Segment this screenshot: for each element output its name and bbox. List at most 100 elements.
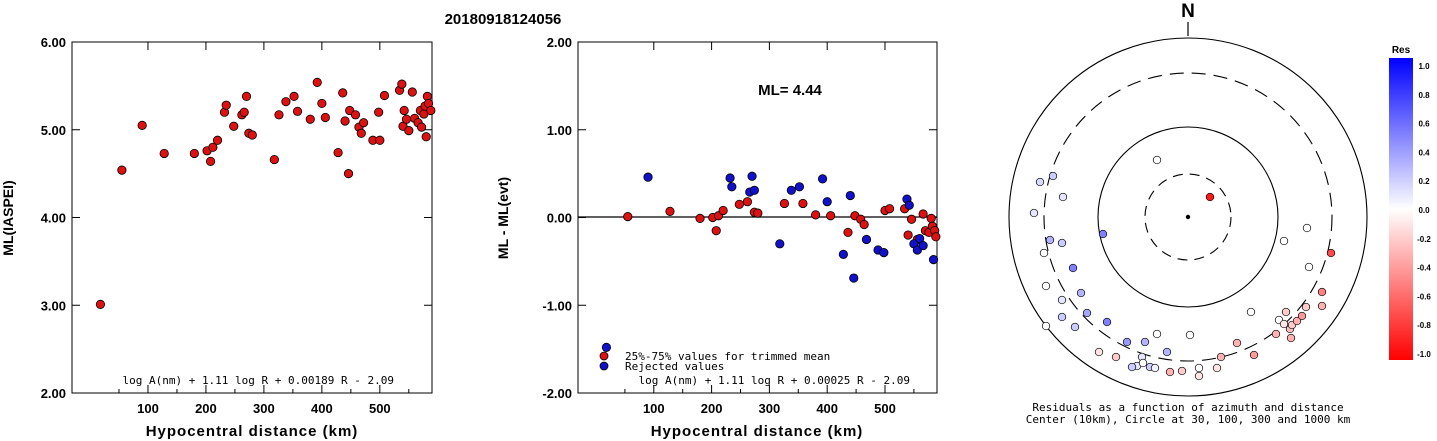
station-residual-point bbox=[1177, 366, 1187, 376]
station-residual-point bbox=[1082, 308, 1092, 318]
azimuth-residual-panel: N Residuals as a function of azimuth and… bbox=[1008, 1, 1368, 426]
station-residual-point bbox=[1212, 363, 1222, 373]
panel2-formula: log A(nm) + 1.11 log R + 0.00025 R - 2.0… bbox=[638, 374, 910, 387]
station-residual-point bbox=[1279, 319, 1289, 329]
outer-circle-1000km bbox=[1008, 37, 1368, 397]
used-residual-point bbox=[903, 230, 913, 240]
colorbar-tick-label: -0.4 bbox=[1417, 264, 1431, 273]
ml-point bbox=[239, 107, 249, 117]
used-residual-point bbox=[931, 232, 941, 242]
station-residual-point bbox=[1152, 155, 1162, 165]
used-residual-point bbox=[859, 219, 869, 230]
ml-point bbox=[208, 142, 218, 152]
station-residual-point bbox=[1297, 311, 1307, 321]
rejected-residual-point bbox=[845, 190, 855, 201]
ml-point bbox=[340, 116, 350, 126]
ml-point bbox=[401, 114, 412, 124]
station-residual-point bbox=[1041, 321, 1051, 331]
station-residual-point bbox=[1058, 192, 1068, 202]
x-tick-label: 200 bbox=[195, 401, 217, 416]
used-residual-point bbox=[843, 227, 853, 238]
x-tick-label: 200 bbox=[701, 401, 723, 416]
ml-point bbox=[404, 126, 414, 136]
ml-point bbox=[189, 148, 199, 159]
rejected-residual-point bbox=[817, 174, 828, 184]
station-residual-point bbox=[1317, 287, 1327, 297]
residual-vs-distance-panel: -2.00 -1.00 0.00 1.00 2.00 100 200 300 400 500 M… bbox=[495, 35, 941, 440]
ml-vs-distance-panel: 2.00 3.00 4.00 5.00 6.00 100 200 300 400 500 log… bbox=[0, 35, 436, 440]
rejected-residual-point bbox=[601, 342, 612, 352]
ml-point bbox=[343, 169, 354, 179]
colorbar-tick-label: 0.4 bbox=[1418, 148, 1430, 157]
rejected-residual-point bbox=[838, 249, 848, 259]
station-residual-point bbox=[1140, 337, 1150, 347]
station-residual-point bbox=[1057, 295, 1067, 305]
station-residual-point bbox=[1122, 337, 1132, 347]
station-residual-point bbox=[1111, 352, 1121, 362]
ml-point bbox=[397, 79, 407, 89]
ml-point bbox=[338, 88, 348, 98]
x-tick-label: 500 bbox=[369, 401, 391, 416]
ml-point bbox=[407, 87, 417, 97]
colorbar-title: Res bbox=[1392, 45, 1411, 56]
x-tick-label: 500 bbox=[874, 401, 896, 416]
panel2-x-axis-label: Hypocentral distance (km) bbox=[651, 423, 864, 440]
used-residual-point bbox=[711, 226, 721, 236]
y-tick-label: 2.00 bbox=[41, 386, 66, 401]
legend-rejected-label: Rejected values bbox=[625, 360, 724, 373]
station-residual-point bbox=[1048, 171, 1058, 181]
station-residual-point bbox=[1039, 248, 1049, 258]
used-residual-point bbox=[798, 198, 808, 209]
colorbar-tick-label: -0.8 bbox=[1417, 321, 1431, 330]
rejected-residual-point bbox=[904, 200, 914, 210]
y-tick-label: -2.00 bbox=[542, 386, 572, 401]
station-residual-point bbox=[1138, 358, 1148, 368]
epicenter-dot bbox=[1185, 214, 1191, 220]
panel1-formula: log A(nm) + 1.11 log R + 0.00189 R - 2.0… bbox=[122, 374, 394, 387]
ml-point bbox=[117, 165, 127, 175]
station-residual-point bbox=[1057, 312, 1067, 322]
legend-used-label: 25%-75% values for trimmed mean bbox=[625, 350, 830, 363]
ml-point bbox=[281, 97, 291, 107]
used-residual-point bbox=[779, 198, 790, 209]
ml-point bbox=[399, 105, 409, 116]
ml-point bbox=[229, 121, 239, 131]
station-residual-point bbox=[1185, 330, 1195, 340]
station-residual-point bbox=[1070, 322, 1080, 332]
used-residual-point bbox=[811, 210, 821, 220]
panel2-y-axis-label: ML - ML(evt) bbox=[495, 177, 511, 259]
used-residual-point bbox=[885, 204, 895, 214]
station-residual-point bbox=[1165, 367, 1175, 377]
ml-point bbox=[247, 130, 257, 140]
colorbar-tick-label: 0.8 bbox=[1418, 91, 1430, 100]
station-residual-point bbox=[1041, 281, 1051, 291]
ml-point bbox=[379, 90, 390, 101]
station-residual-point bbox=[1286, 333, 1296, 343]
y-tick-label: -1.00 bbox=[542, 298, 572, 313]
rejected-residual-point bbox=[786, 185, 796, 195]
colorbar-tick-label: 0.2 bbox=[1418, 177, 1430, 186]
colorbar-tick-label: -0.2 bbox=[1417, 235, 1431, 244]
rejected-residual-point bbox=[747, 171, 757, 181]
station-residual-point bbox=[1068, 263, 1078, 273]
ml-point bbox=[374, 107, 384, 117]
y-tick-label: 3.00 bbox=[41, 298, 66, 313]
rejected-residual-point bbox=[727, 182, 737, 192]
ml-point bbox=[375, 135, 385, 145]
x-tick-label: 100 bbox=[137, 401, 159, 416]
ml-point bbox=[274, 110, 284, 120]
circle-30km bbox=[1144, 173, 1232, 261]
y-tick-label: 5.00 bbox=[41, 123, 66, 138]
ml-point bbox=[221, 100, 231, 110]
ml-point bbox=[241, 91, 252, 102]
ml-point bbox=[312, 77, 322, 87]
ml-annotation: ML= 4.44 bbox=[758, 82, 822, 99]
rejected-residual-point bbox=[822, 197, 832, 207]
station-residual-point bbox=[1194, 363, 1204, 373]
ml-point bbox=[356, 128, 366, 138]
x-tick-label: 100 bbox=[643, 401, 665, 416]
used-residual-point bbox=[734, 199, 744, 209]
y-tick-label: 4.00 bbox=[41, 211, 66, 226]
rejected-residual-point bbox=[849, 273, 859, 283]
station-residual-point bbox=[1035, 177, 1045, 187]
